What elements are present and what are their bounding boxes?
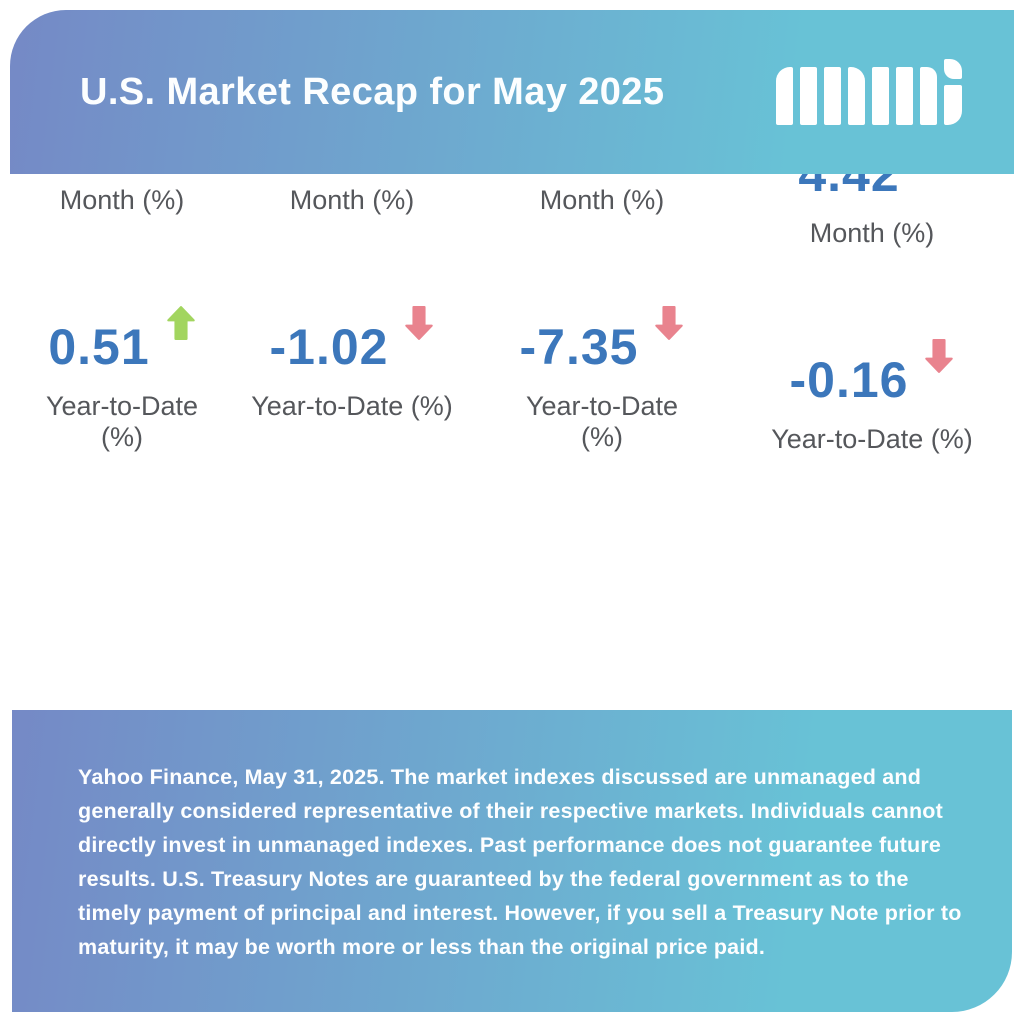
logo-bar-icon [848,67,865,125]
up-arrow-icon [166,305,196,341]
month-label: Month (%) [539,185,665,215]
ytd-value-row: -1.02 [232,306,472,375]
ytd-label: Year-to-Date (%) [45,391,199,452]
logo-i-dot-icon [944,59,962,79]
ytd-label: Year-to-Date (%) [525,391,679,452]
down-arrow-icon [924,338,954,374]
ytd-metric: -1.02 Year-to-Date (%) [232,306,472,422]
ytd-value: -0.16 [789,352,909,408]
ytd-metric: -7.35 Year-to-Date (%) [472,306,732,453]
ytd-label: Year-to-Date (%) [771,424,973,454]
mmi-logo [776,59,962,125]
disclosure-panel: Yahoo Finance, May 31, 2025. The market … [12,710,1012,1012]
month-label: Month (%) [59,185,185,215]
logo-bar-icon [920,67,937,125]
logo-i-body-icon [944,85,962,125]
logo-bar-icon [824,67,841,125]
logo-bar-icon [776,67,793,125]
month-label: Month (%) [809,218,935,248]
logo-bar-icon [896,67,913,125]
ytd-value-row: -0.16 [732,339,1012,408]
ytd-value: -7.35 [519,319,639,375]
ytd-value-row: 0.51 [12,306,232,375]
ytd-value: -1.02 [269,319,389,375]
page-title: U.S. Market Recap for May 2025 [80,70,665,113]
logo-letter-i [944,59,962,125]
logo-bar-icon [800,67,817,125]
ytd-metric: -0.16 Year-to-Date (%) [732,339,1012,455]
header-banner: U.S. Market Recap for May 2025 [10,10,1014,174]
down-arrow-icon [404,305,434,341]
logo-bar-icon [872,67,889,125]
ytd-value-row: -7.35 [472,306,732,375]
disclosure-text: Yahoo Finance, May 31, 2025. The market … [78,765,962,959]
ytd-label: Year-to-Date (%) [251,391,453,421]
down-arrow-icon [654,305,684,341]
ytd-metric: 0.51 Year-to-Date (%) [12,306,232,453]
ytd-value: 0.51 [48,319,150,375]
month-label: Month (%) [289,185,415,215]
